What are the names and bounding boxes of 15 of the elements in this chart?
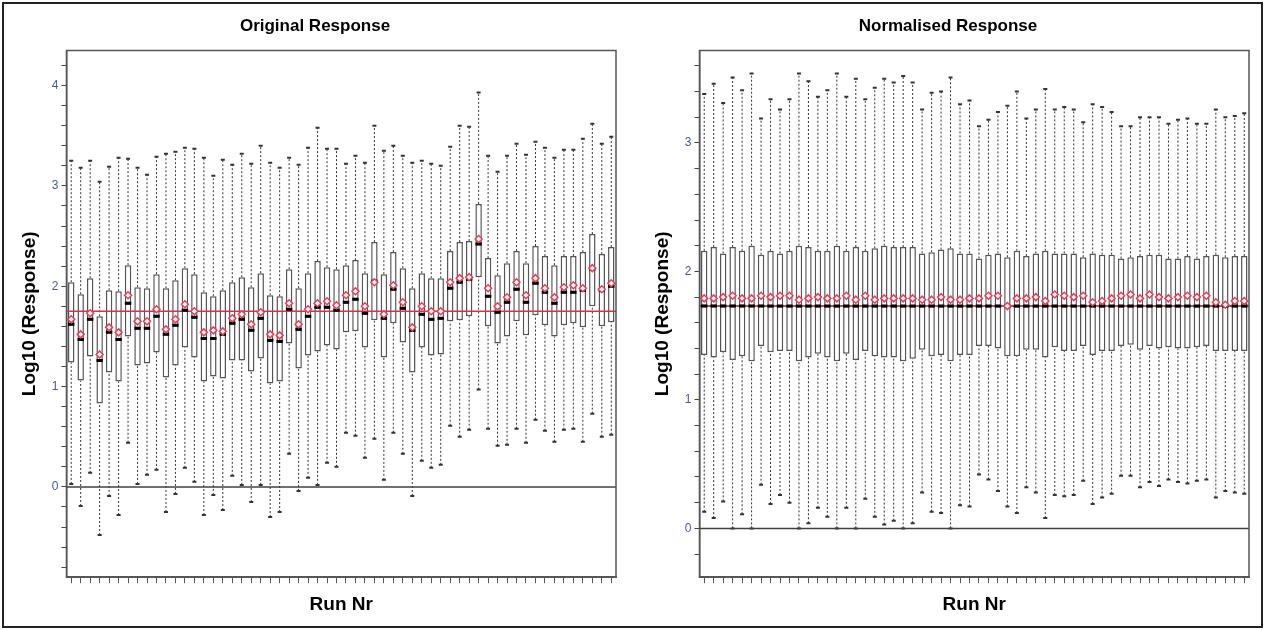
y-tick-label: 1 [51,378,59,393]
y-tick-label: 3 [684,135,692,150]
x-axis-title: Run Nr [942,592,1007,614]
y-tick-label: 0 [51,479,59,494]
y-axis-title: Log10 (Response) [650,231,672,397]
chart-title: Normalised Response [858,15,1038,35]
y-tick-label: 2 [51,278,59,293]
y-tick-label: 2 [684,263,692,278]
chart-title: Original Response [239,15,391,35]
y-tick-label: 4 [51,77,59,92]
y-axis-title: Log10 (Response) [17,231,39,397]
y-tick-label: 0 [684,520,692,535]
y-tick-label: 1 [684,392,692,407]
y-tick-label: 3 [51,178,59,193]
x-axis-title: Run Nr [309,592,374,614]
